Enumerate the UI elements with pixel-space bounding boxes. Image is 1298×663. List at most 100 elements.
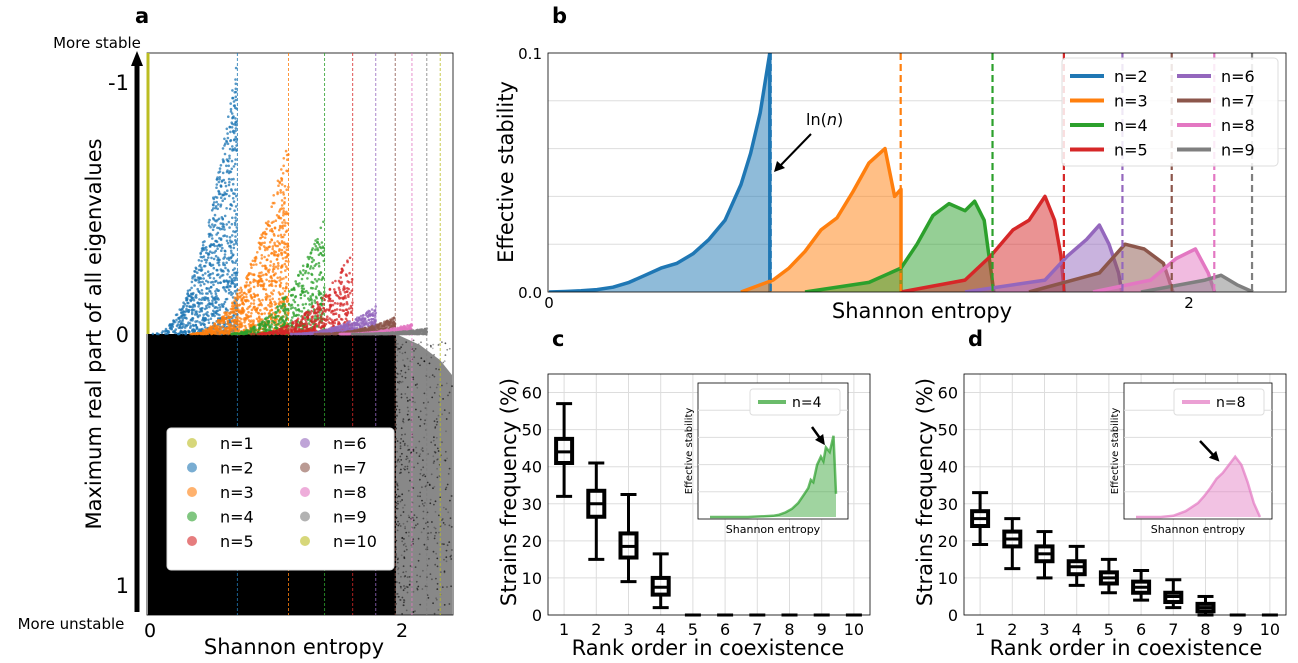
unstable-point [400,554,403,557]
n2-point [219,164,223,167]
unstable-point [421,474,424,477]
n2-point [234,219,238,222]
n2-point [213,213,217,217]
unstable-point [401,375,404,378]
unstable-point [396,484,399,487]
n3-point [280,183,284,186]
n5-point [345,290,349,294]
n2-point [182,301,185,305]
n2-point [201,241,205,244]
n3-point [286,169,290,173]
n8-point [386,329,389,333]
unstable-point [429,502,432,505]
n4-point [249,330,252,334]
n2-point [191,317,194,320]
unstable-point [396,360,398,363]
unstable-point [441,518,444,520]
unstable-point [421,503,424,505]
n4-point [292,311,295,314]
n3-point [255,251,259,254]
n7-point [359,328,363,332]
n2-point [216,289,220,293]
n4-point [314,245,318,248]
unstable-point [402,571,405,574]
n3-point [281,257,285,260]
n6-point [371,314,375,317]
unstable-point [396,561,399,564]
unstable-point [426,576,428,578]
unstable-point [416,462,419,465]
n3-point [284,256,287,259]
unstable-point [400,587,402,589]
n2-point [208,290,211,293]
unstable-point [432,462,435,464]
n2-point [193,303,196,307]
n4-point [276,308,280,312]
unstable-point [435,386,438,389]
n3-point [273,226,277,229]
n2-point [221,179,224,182]
n3-point [279,293,282,296]
unstable-point [444,459,447,462]
unstable-point [421,499,423,502]
n2-point [218,258,221,262]
n2-point [202,322,205,325]
n3-point [230,315,233,319]
n5-point [337,286,341,290]
unstable-point [414,348,417,350]
n3-point [273,250,276,253]
n3-point [287,253,290,257]
n3-point [273,201,276,205]
unstable-point [447,394,449,397]
unstable-point [407,368,410,371]
n4-point [300,310,304,313]
n3-point [282,157,286,160]
unstable-point [445,549,448,552]
n3-point [282,193,286,196]
n2-point [201,317,205,320]
unstable-point [436,447,439,450]
n2-point [178,319,182,323]
n2-point [193,274,196,277]
n3-point [237,295,240,299]
n3-point [258,271,261,275]
unstable-point [399,455,402,458]
unstable-point [405,545,407,548]
n7-point [371,328,375,332]
unstable-point [417,537,420,540]
n3-point [282,277,285,280]
n4-point [290,319,293,322]
n2-point [223,152,227,156]
unstable-point [408,460,411,462]
n3-point [276,244,280,248]
n2-point [216,268,219,272]
unstable-point [400,575,402,578]
n2-point [230,240,234,244]
n2-point [181,325,185,328]
n3-point [262,273,265,277]
n3-point [259,236,262,240]
n3-point [255,317,259,321]
unstable-point [422,517,425,520]
unstable-point [400,459,403,461]
n3-point [209,329,213,333]
n3-point [273,243,277,247]
n5-point [256,332,260,336]
n4-point [284,318,288,321]
n2-point [198,310,201,314]
n2-point [228,239,232,242]
n5-point [304,318,307,322]
n2-point [219,281,222,284]
n5-point [346,280,350,283]
n7-point [352,329,356,333]
n5-point [326,315,329,319]
n2-point [223,253,227,256]
unstable-point [446,457,448,460]
unstable-point [422,402,425,404]
n2-point [214,254,218,258]
n3-point [274,284,278,288]
unstable-point [446,544,449,547]
n3-point [270,238,274,242]
unstable-point [397,459,399,462]
n2-point [229,249,233,253]
